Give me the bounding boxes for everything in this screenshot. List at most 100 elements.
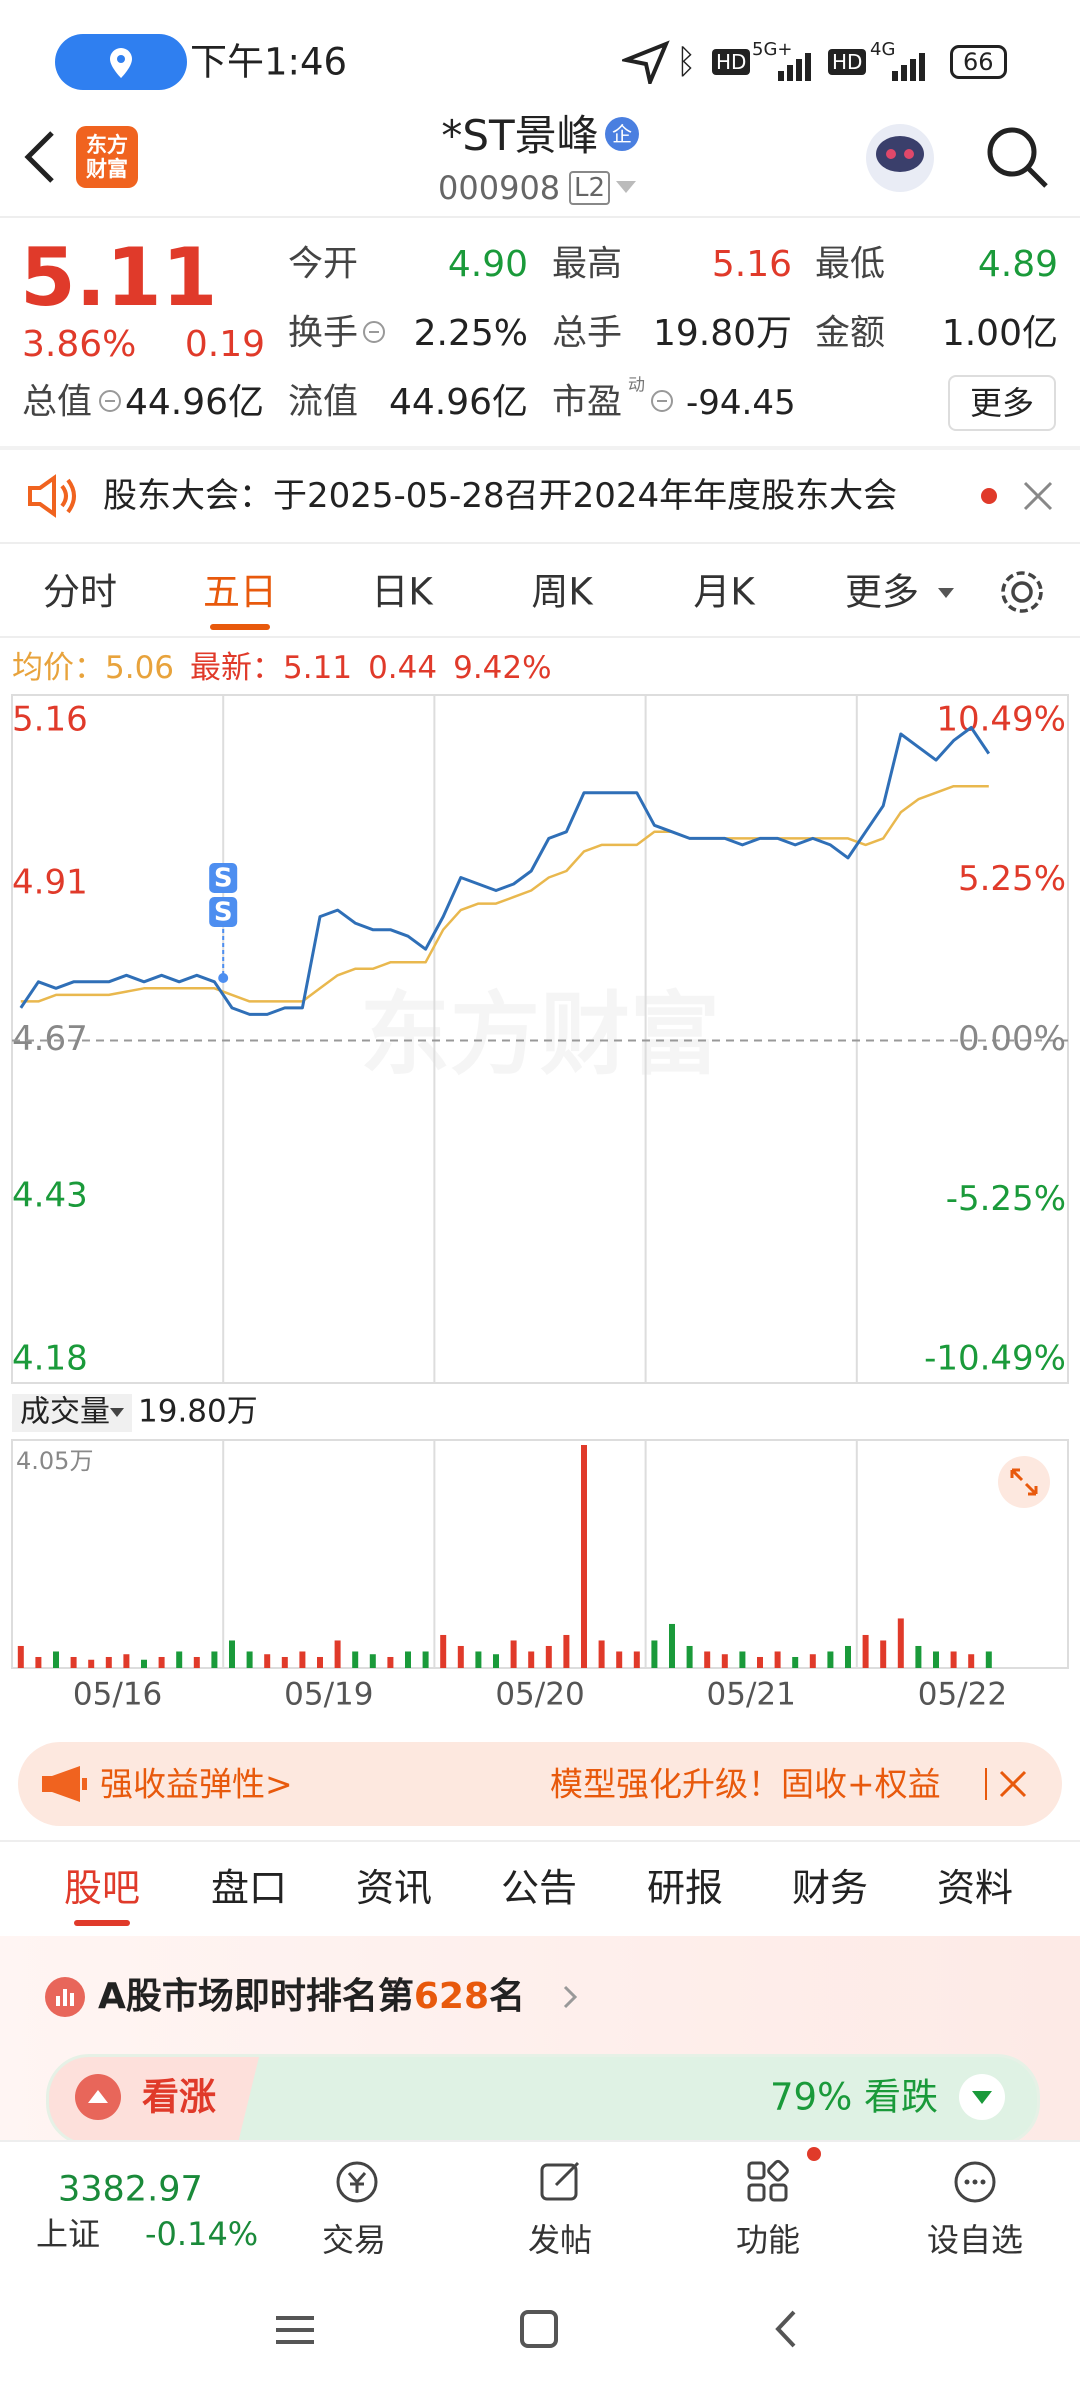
bull-button[interactable] [74,2073,122,2121]
banner-bg [18,1742,1062,1826]
volume-bar [457,1645,464,1668]
volume-tick-label: 4.05万 [16,1447,93,1475]
battery: 66 [950,45,1007,79]
expand-button[interactable] [998,1456,1050,1508]
watermark: 东方财富 [360,982,720,1087]
info-icon[interactable] [362,320,386,344]
volume-bar [915,1645,922,1668]
bear-button[interactable] [958,2073,1006,2121]
volume-bar [35,1656,42,1668]
signal-2 [892,53,925,81]
y2-tick-label: 0.00% [958,1019,1066,1059]
info-icon[interactable] [98,389,122,413]
tab[interactable]: 盘口 [210,1866,288,1910]
system-nav [276,2310,796,2348]
tab[interactable]: 研报 [646,1866,724,1910]
function-icon [747,2159,789,2202]
y-tick-label: 4.18 [12,1339,88,1379]
ranking-number: 628 [413,1976,490,2017]
more-button[interactable]: 更多 [947,375,1057,431]
back-button[interactable] [20,127,60,187]
volume-bar [721,1654,728,1668]
tab[interactable]: 周K [531,570,593,614]
app-logo[interactable]: 东方 财富 [76,126,138,188]
index-value[interactable]: 3382.97 [58,2169,203,2210]
volume-bar [897,1618,904,1668]
volume-bar [246,1651,253,1668]
tab[interactable]: 更多 [845,570,919,614]
tab[interactable]: 月K [693,570,755,614]
tab[interactable]: 分时 [43,570,117,614]
signal-1 [778,53,811,81]
nav-item[interactable]: 功能 [735,2221,801,2259]
level: L2 [569,171,611,205]
notice-text[interactable]: 股东大会：于2025-05-28召开2024年年度股东大会 [103,476,898,516]
volume-bar [528,1651,535,1668]
stock-code: 000908 [438,169,561,207]
close-notice[interactable] [1022,480,1054,512]
volume-bar [369,1654,376,1668]
home-button[interactable] [520,2310,558,2348]
tab[interactable]: 资讯 [355,1866,433,1910]
average-line [20,784,989,1003]
volume-bar [387,1656,394,1668]
volume-bar [598,1640,605,1668]
field-label: 换手 [288,313,359,354]
volume-bar [264,1654,271,1668]
menu-button[interactable] [276,2316,314,2344]
tab[interactable]: 日K [371,570,433,614]
unread-dot [981,488,997,504]
y2-tick-label: 5.25% [958,859,1066,899]
volume-bar [845,1645,851,1668]
y2-tick-label: -10.49% [924,1339,1066,1379]
search-button[interactable] [982,122,1052,192]
nav-item[interactable]: 发帖 [527,2221,593,2259]
volume-bar [422,1651,429,1668]
sentiment-bar [46,2054,1040,2146]
tab-active[interactable]: 股吧 [63,1866,141,1910]
volume-bar [792,1656,799,1668]
close-banner[interactable] [998,1769,1028,1799]
y2-tick-label: -5.25% [946,1179,1066,1219]
bull-label: 看涨 [142,2075,216,2119]
volume-bar [493,1654,499,1668]
info-value: 5.06 [105,650,174,686]
back-nav-button[interactable] [775,2310,796,2348]
volume-bar [510,1640,517,1668]
tab[interactable]: 公告 [500,1866,578,1910]
tab[interactable]: 资料 [936,1866,1014,1910]
volume-label-bg [12,1394,132,1432]
assistant-avatar[interactable] [858,118,942,198]
tab[interactable]: 财务 [791,1866,869,1910]
tab-active[interactable]: 五日 [203,570,277,614]
network-1: 5G+ [752,39,793,60]
dropdown[interactable] [616,181,636,195]
field-value: -94.45 [686,383,796,423]
volume-bar [281,1656,288,1668]
banner-right: 模型强化升级！固收+权益 [550,1767,941,1801]
info-value: 5.11 [283,650,352,686]
field-label: 流值 [288,382,359,423]
volume-frame [11,1439,1069,1669]
ranking[interactable]: A股市场即时排名第628名 [98,1979,525,2015]
settings-icon[interactable] [997,567,1047,617]
annotation: S [214,864,233,894]
field-label: 金额 [815,313,886,354]
index-name: 上证 [36,2215,101,2253]
volume-bar [563,1634,570,1668]
field-value: 44.96亿 [124,382,264,423]
field-value: 44.96亿 [388,382,528,423]
info-icon[interactable] [650,389,674,413]
volume-bar [317,1656,323,1668]
stock-name: *ST景峰 [441,111,599,160]
change: 0.19 [184,324,265,365]
volume-bar [105,1656,112,1668]
nav-item[interactable]: 设自选 [926,2221,1024,2259]
volume-bar [880,1640,887,1668]
x-tick-label: 05/21 [707,1677,796,1713]
chart-info: 均价：5.06 最新：5.11 0.44 9.42% [12,650,552,686]
unread-dot [807,2147,821,2161]
nav-item[interactable]: 交易 [321,2221,387,2259]
speaker-icon [28,474,76,518]
